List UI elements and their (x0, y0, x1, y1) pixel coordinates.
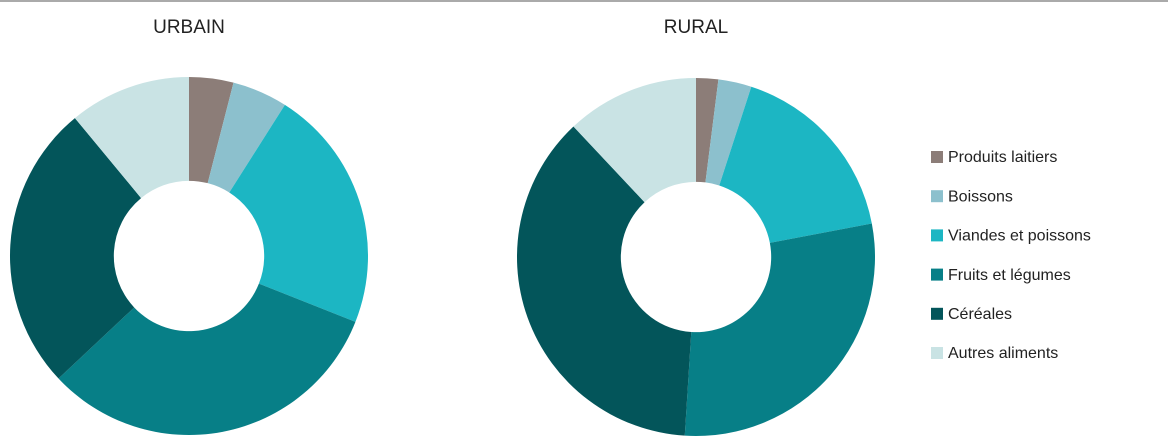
chart-title: RURAL (664, 17, 728, 38)
donut-slice (58, 283, 356, 435)
donut-slice (9, 118, 142, 379)
legend-swatch (931, 190, 943, 203)
legend-label: Boissons (948, 188, 1013, 205)
legend-label: Céréales (948, 306, 1012, 323)
legend-swatch (931, 268, 943, 281)
donut-slice (517, 126, 692, 436)
legend-swatch (931, 151, 943, 163)
donut-slice (705, 79, 752, 186)
legend-label: Produits laitiers (948, 149, 1057, 166)
donut-slice (573, 78, 696, 203)
donut-slice (207, 82, 285, 193)
legend-label: Fruits et légumes (948, 267, 1071, 284)
legend-label: Viandes et poissons (948, 228, 1091, 245)
donut-slice (74, 77, 189, 199)
donut-slice (719, 86, 872, 243)
legend-swatch (931, 307, 943, 320)
donut-slice (684, 223, 875, 437)
donut-slice (696, 78, 719, 183)
donut-slice (229, 104, 368, 322)
chart-title: URBAIN (153, 17, 225, 38)
legend-swatch (931, 229, 943, 242)
legend-label: Autres aliments (948, 345, 1058, 362)
legend-swatch (931, 347, 943, 359)
donut-slice (189, 77, 234, 184)
